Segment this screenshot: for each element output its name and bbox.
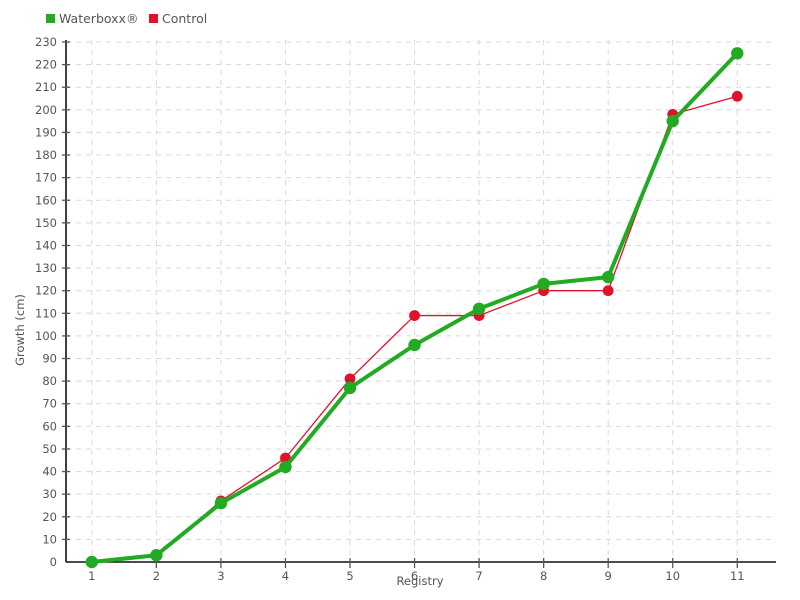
x-axis-ticks: 1 2 3 4 5 6 7 8 9 10 11 bbox=[88, 558, 745, 583]
y-tick-label: 70 bbox=[42, 397, 57, 411]
y-tick-label: 160 bbox=[35, 193, 57, 207]
y-tick-label: 20 bbox=[42, 510, 57, 524]
x-tick-label: 7 bbox=[475, 569, 482, 583]
data-point[interactable] bbox=[666, 114, 679, 128]
data-point[interactable] bbox=[343, 381, 357, 395]
data-point[interactable] bbox=[472, 302, 486, 315]
y-tick-label: 180 bbox=[35, 148, 57, 162]
y-tick-label: 90 bbox=[42, 352, 57, 366]
series-line bbox=[89, 51, 740, 564]
data-point[interactable] bbox=[601, 270, 615, 284]
data-point[interactable] bbox=[731, 90, 743, 102]
x-tick-label: 8 bbox=[540, 569, 547, 583]
x-tick-label: 1 bbox=[88, 569, 95, 583]
y-tick-label: 200 bbox=[35, 103, 57, 117]
x-tick-label: 4 bbox=[282, 569, 289, 583]
y-tick-label: 230 bbox=[35, 35, 57, 49]
x-axis-title: Registry bbox=[396, 574, 443, 588]
y-axis-title: Growth (cm) bbox=[13, 294, 27, 366]
y-axis-ticks: 0 10 20 30 40 50 60 70 80 90 100 110 120 130 140 150 160… bbox=[35, 35, 70, 569]
data-point[interactable] bbox=[602, 285, 614, 297]
y-tick-label: 40 bbox=[42, 465, 57, 479]
y-tick-label: 30 bbox=[42, 487, 57, 501]
y-tick-label: 120 bbox=[35, 284, 57, 298]
series-waterboxx bbox=[85, 47, 744, 569]
x-tick-label: 9 bbox=[605, 569, 612, 583]
legend-swatch bbox=[46, 14, 55, 23]
data-point[interactable] bbox=[537, 277, 550, 291]
data-point[interactable] bbox=[344, 373, 356, 385]
y-tick-label: 170 bbox=[35, 171, 57, 185]
y-tick-label: 190 bbox=[35, 125, 57, 139]
y-tick-label: 50 bbox=[42, 442, 57, 456]
legend-swatch bbox=[149, 14, 158, 23]
y-tick-label: 130 bbox=[35, 261, 57, 275]
x-tick-label: 10 bbox=[665, 569, 680, 583]
x-tick-label: 2 bbox=[153, 569, 160, 583]
x-tick-label: 3 bbox=[217, 569, 224, 583]
y-tick-label: 210 bbox=[35, 80, 57, 94]
data-point[interactable] bbox=[409, 310, 420, 321]
vertical-gridlines bbox=[91, 40, 738, 562]
y-tick-label: 10 bbox=[42, 532, 57, 546]
y-tick-label: 110 bbox=[35, 306, 57, 320]
data-point[interactable] bbox=[731, 47, 744, 60]
data-point[interactable] bbox=[279, 460, 292, 474]
data-point[interactable] bbox=[214, 497, 228, 510]
data-point[interactable] bbox=[408, 338, 421, 352]
y-tick-label: 60 bbox=[42, 419, 57, 433]
data-series-group bbox=[85, 47, 744, 569]
y-tick-label: 150 bbox=[35, 216, 57, 230]
data-point[interactable] bbox=[85, 555, 99, 569]
chart-legend: Waterboxx® Control bbox=[46, 11, 207, 26]
x-tick-label: 5 bbox=[346, 569, 353, 583]
y-tick-label: 100 bbox=[35, 329, 57, 343]
data-point[interactable] bbox=[150, 549, 163, 562]
x-tick-label: 11 bbox=[730, 569, 745, 583]
y-tick-label: 220 bbox=[35, 58, 57, 72]
legend-label: Control bbox=[162, 11, 207, 26]
y-tick-label: 80 bbox=[42, 374, 57, 388]
y-tick-label: 0 bbox=[50, 555, 57, 569]
x-tick-label: 6 bbox=[411, 569, 418, 583]
legend-label: Waterboxx® bbox=[59, 11, 138, 26]
y-tick-label: 140 bbox=[35, 238, 57, 252]
